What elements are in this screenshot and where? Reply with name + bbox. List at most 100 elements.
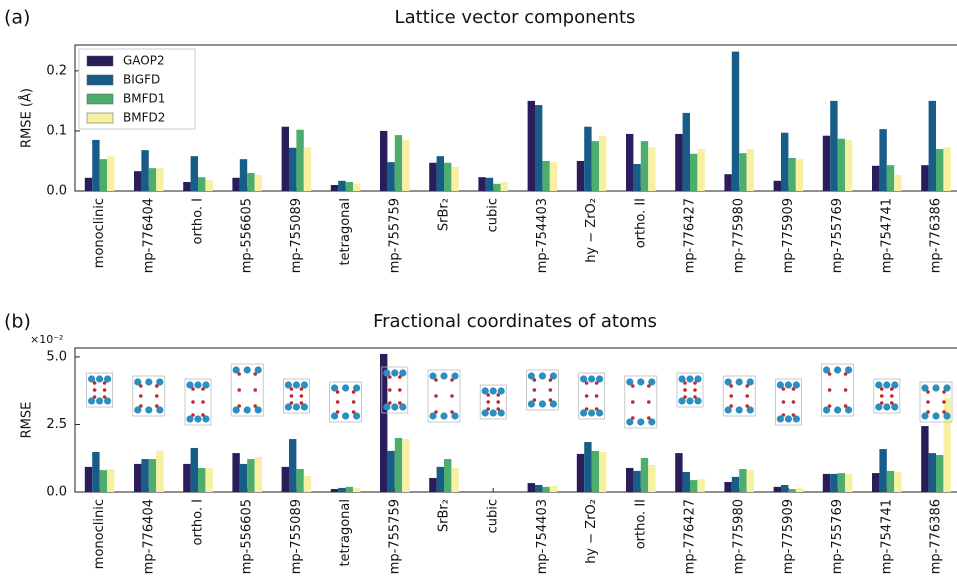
bar <box>100 159 107 191</box>
y-axis-label: RMSE <box>20 402 35 439</box>
bar <box>732 477 739 492</box>
atom <box>253 404 257 408</box>
bar <box>134 171 141 191</box>
bar <box>872 473 879 492</box>
atom <box>145 406 152 413</box>
atom <box>233 406 240 413</box>
structure-icon <box>428 370 460 422</box>
x-tick-label: mp-776386 <box>929 499 944 574</box>
atom <box>880 394 884 398</box>
bar <box>535 105 542 191</box>
bar <box>796 159 803 191</box>
atom <box>736 378 743 385</box>
atom <box>139 394 143 398</box>
bar <box>85 178 92 191</box>
x-tick-label: mp-755089 <box>289 198 304 273</box>
atom <box>588 409 595 416</box>
legend-swatch <box>87 94 113 104</box>
bar <box>149 168 156 191</box>
atom <box>844 404 848 408</box>
bar <box>788 158 795 191</box>
bar <box>774 181 781 191</box>
structure-icon <box>775 379 801 425</box>
atom <box>725 406 732 413</box>
atom <box>398 388 402 392</box>
bar <box>282 467 289 492</box>
bar <box>683 113 690 191</box>
x-tick-label: monoclinic <box>92 198 107 268</box>
atom <box>434 378 438 382</box>
atom <box>647 400 651 404</box>
atom <box>93 388 97 392</box>
atom <box>496 393 500 397</box>
bar <box>626 134 633 191</box>
legend-swatch <box>87 75 113 85</box>
y-tick-label: 0.2 <box>46 63 67 78</box>
legend-label: BMFD2 <box>123 111 165 125</box>
bar <box>845 474 852 492</box>
bar <box>198 177 205 191</box>
bar <box>739 469 746 492</box>
atom <box>201 387 205 391</box>
bar <box>198 468 205 492</box>
structure-icon <box>625 376 657 428</box>
atom <box>883 403 890 410</box>
bar <box>528 101 535 191</box>
atom <box>342 384 349 391</box>
atom <box>683 388 687 392</box>
atom <box>391 369 398 376</box>
bar <box>872 166 879 191</box>
atom <box>191 400 195 404</box>
atom <box>595 407 599 411</box>
atom <box>336 400 340 404</box>
bar <box>331 489 338 492</box>
x-tick-label: cubic <box>486 198 501 232</box>
structure-icon <box>87 373 113 407</box>
bar <box>577 454 584 492</box>
bar <box>683 472 690 492</box>
bar <box>830 474 837 492</box>
x-tick-label: mp-754403 <box>535 198 550 273</box>
bar <box>697 479 704 492</box>
atom <box>693 381 697 385</box>
bar <box>633 471 640 492</box>
bar <box>781 133 788 191</box>
atom <box>792 413 796 417</box>
bar <box>943 147 950 191</box>
x-tick-label: cubic <box>486 499 501 533</box>
bar <box>451 167 458 191</box>
bar <box>739 153 746 191</box>
bar <box>633 164 640 191</box>
atom <box>145 378 152 385</box>
structure-icon <box>874 379 900 413</box>
bar <box>353 184 360 191</box>
x-tick-label: mp-776404 <box>141 198 156 273</box>
bar <box>929 101 936 191</box>
atom <box>844 388 848 392</box>
x-tick-label: mp-556605 <box>240 198 255 273</box>
x-tick-label: ortho. II <box>633 499 648 549</box>
atom <box>253 388 257 392</box>
atom <box>398 401 402 405</box>
bar <box>838 139 845 191</box>
structure-icon <box>480 385 506 419</box>
legend-swatch <box>87 56 113 66</box>
atom <box>352 390 356 394</box>
atom <box>549 378 553 382</box>
bar <box>542 161 549 191</box>
y-tick-label: 5.0 <box>46 349 67 364</box>
atom <box>155 384 159 388</box>
bar <box>240 464 247 492</box>
atom <box>490 387 497 394</box>
structure-icon <box>822 364 854 416</box>
x-tick-label: tetragonal <box>338 499 353 567</box>
atom <box>93 381 97 385</box>
x-tick-label: mp-755759 <box>387 499 402 574</box>
bar <box>747 149 754 191</box>
x-tick-label: SrBr₂ <box>437 198 452 231</box>
bar <box>437 156 444 191</box>
structure-icon <box>677 373 703 407</box>
atom <box>834 406 841 413</box>
bar <box>823 474 830 492</box>
x-tick-label: mp-755759 <box>387 198 402 273</box>
